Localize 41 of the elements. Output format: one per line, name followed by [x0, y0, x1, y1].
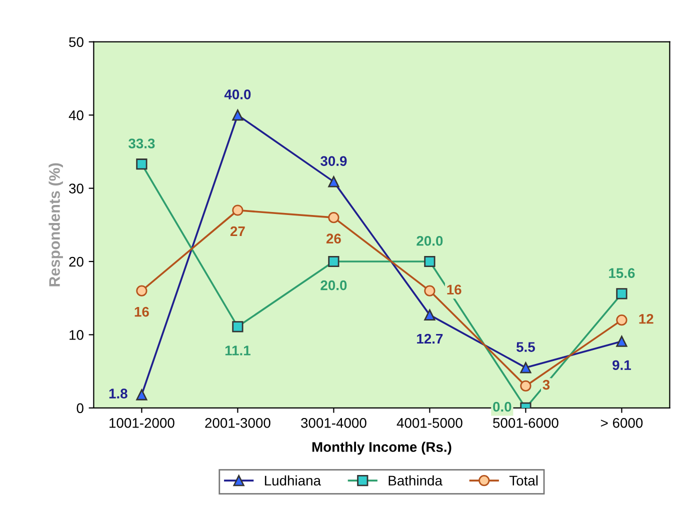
x-axis-title: Monthly Income (Rs.) — [312, 442, 452, 455]
y-tick-label: 0 — [76, 403, 84, 414]
text: 12.7 — [417, 334, 443, 344]
text: 16 — [134, 306, 149, 317]
point — [520, 380, 532, 392]
legend-label: Bathinda — [388, 475, 442, 486]
text: 3 — [542, 380, 550, 390]
text: 16 — [447, 284, 462, 295]
text: 40.0 — [224, 90, 251, 100]
text: 33.3 — [128, 138, 155, 148]
text: 1.8 — [109, 388, 128, 398]
text: 30.9 — [320, 156, 347, 166]
text: 20.0 — [416, 236, 443, 246]
y-tick-label: 10 — [70, 330, 84, 340]
text: 12 — [639, 314, 654, 324]
y-tick-label: 50 — [69, 37, 84, 48]
point — [232, 204, 244, 216]
point — [136, 285, 148, 296]
text: 20.0 — [320, 280, 347, 290]
x-tick-label: 2001-3000 — [205, 418, 270, 428]
x-tick-label: 1001-2000 — [110, 418, 174, 428]
text: 0.0 — [493, 402, 512, 412]
y-tick-label: 40 — [68, 110, 84, 120]
y-tick-label: 20 — [69, 256, 84, 267]
legend-label: Total — [509, 475, 538, 486]
x-tick-label: 5001-6000 — [493, 418, 558, 428]
legend-label: Ludhiana — [264, 475, 321, 486]
text: 11.1 — [225, 346, 250, 356]
x-tick-label: > 6000 — [600, 418, 643, 428]
y-axis-title: Respondents (%) — [48, 163, 63, 286]
point — [424, 285, 436, 296]
point — [328, 212, 340, 224]
text: 26 — [326, 234, 341, 244]
text: 9.1 — [612, 360, 631, 370]
point — [616, 314, 628, 326]
text: 5.5 — [516, 342, 535, 352]
x-tick-label: 3001-4000 — [301, 418, 366, 428]
text: 27 — [230, 226, 245, 236]
y-tick-label: 30 — [69, 184, 84, 194]
x-tick-label: 4001-5000 — [396, 418, 462, 428]
text: 15.6 — [609, 268, 635, 278]
